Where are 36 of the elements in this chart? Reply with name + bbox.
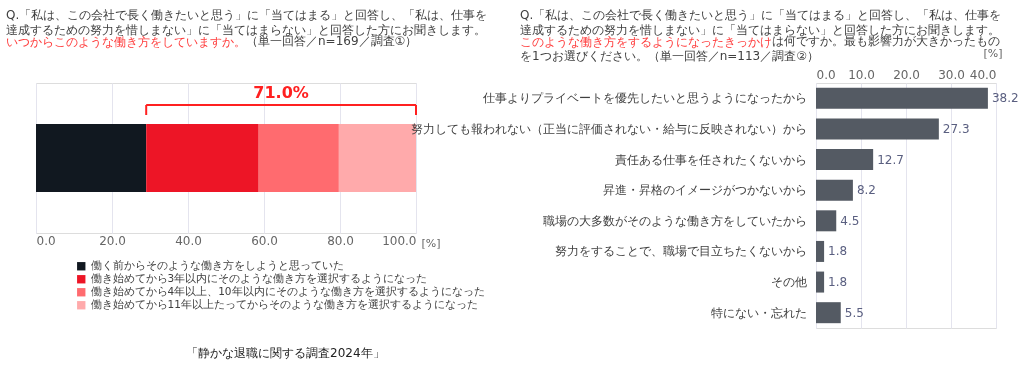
data-label: 27.3 <box>942 121 970 136</box>
x-tick-label: 80.0 <box>327 233 354 248</box>
x-tick-label: 60.0 <box>251 233 278 248</box>
x-tick-label: 100.0 <box>382 233 417 248</box>
legend-label: 働き始めてから3年以内にそのような働き方を選択するようになった <box>90 272 428 286</box>
x-tick-label: 10.0 <box>848 67 875 82</box>
y-tick-label: 特にない・忘れた <box>710 305 807 320</box>
x-tick-label: 40.0 <box>969 67 997 82</box>
x-tick-label: 30.0 <box>938 67 965 82</box>
x-tick-label: 0.0 <box>36 233 56 248</box>
data-label: 1.8 <box>828 244 848 259</box>
text: 「静かな退職に関する調査2024年」 <box>186 346 385 360</box>
data-label: 8.2 <box>856 183 876 198</box>
legend-label: 働き始めてから4年以上、10年以内にそのような働き方を選択するようになった <box>90 285 485 299</box>
text: 71.0% <box>253 83 309 102</box>
x-tick-label: 40.0 <box>175 233 202 248</box>
x-axis-title: [%] <box>983 46 1003 60</box>
data-label: 4.5 <box>840 213 860 228</box>
data-label: 1.8 <box>828 275 848 290</box>
x-tick-label: 20.0 <box>893 67 920 82</box>
legend-label: 働き始めてから11年以上たってからそのような働き方を選択するようになった <box>90 298 478 312</box>
y-tick-label: 努力しても報われない（正当に評価されない・給与に反映されない）から <box>410 121 807 136</box>
y-tick-label: 責任ある仕事を任されたくないから <box>614 152 807 167</box>
data-label: 12.7 <box>877 152 904 167</box>
y-tick-label: 昇進・昇格のイメージがつかないから <box>602 183 807 198</box>
data-label: 5.5 <box>844 305 864 320</box>
y-tick-label: 仕事よりプライベートを優先したいと思うようになったから <box>481 91 807 106</box>
data-label: 38.2 <box>991 91 1019 106</box>
x-tick-label: 20.0 <box>99 233 126 248</box>
y-tick-label: その他 <box>770 275 807 290</box>
legend-label: 働く前からそのような働き方をしようと思っていた <box>90 259 344 273</box>
y-tick-label: 努力をすることで、職場で目立ちたくないから <box>554 244 807 259</box>
text: を1つお選びください。（単一回答／n=113／調査②） <box>520 49 819 63</box>
x-axis-title: [%] <box>421 236 441 250</box>
x-tick-label: 0.0 <box>816 67 836 82</box>
y-tick-label: 職場の大多数がそのような働き方をしていたから <box>542 213 807 228</box>
